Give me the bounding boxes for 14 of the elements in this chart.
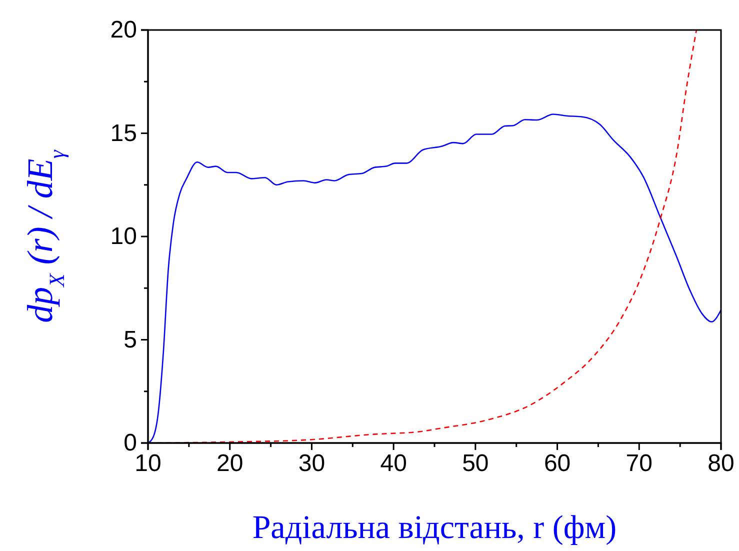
x-tick-label: 30	[298, 450, 326, 478]
y-tick-label: 10	[110, 223, 137, 250]
x-tick-label: 60	[544, 450, 571, 478]
y-tick-label: 0	[124, 430, 137, 457]
y-tick-label: 15	[110, 120, 137, 147]
x-tick-label: 50	[462, 450, 489, 478]
y-tick-label: 5	[124, 326, 137, 354]
x-tick-label: 70	[626, 450, 652, 478]
x-tick-label: 40	[380, 450, 407, 478]
line-series	[148, 114, 721, 443]
x-tick-label: 20	[216, 450, 244, 478]
x-axis-title: Радіальна відстань, r (фм)	[252, 510, 617, 546]
x-tick-label: 80	[708, 450, 734, 478]
y-tick-label: 20	[110, 16, 137, 44]
